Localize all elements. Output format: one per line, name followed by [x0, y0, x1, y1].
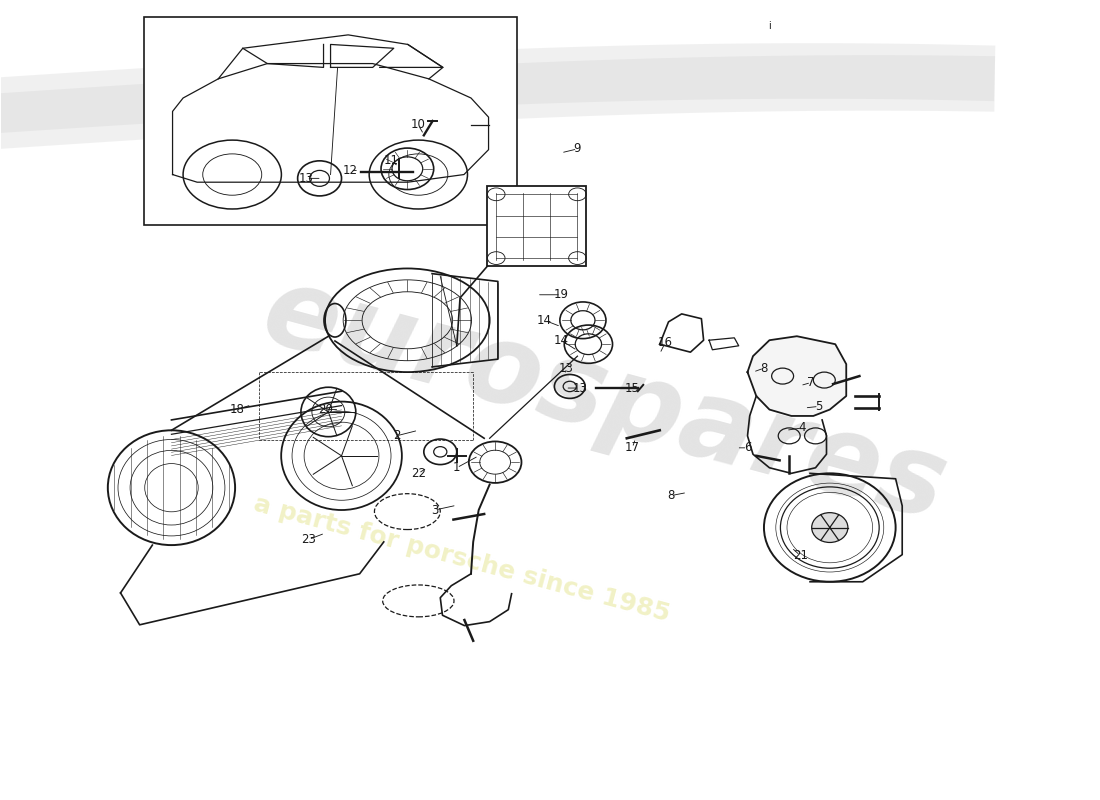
Text: 14: 14	[537, 314, 552, 326]
Text: 15: 15	[625, 382, 640, 394]
Text: 21: 21	[793, 549, 807, 562]
Text: 8: 8	[760, 362, 768, 374]
Text: i: i	[768, 22, 771, 31]
Text: 2: 2	[393, 430, 400, 442]
Text: eurospares: eurospares	[252, 258, 958, 542]
Text: 1: 1	[453, 462, 461, 474]
Text: 5: 5	[815, 400, 823, 413]
Text: 22: 22	[410, 467, 426, 480]
Text: 18: 18	[230, 403, 244, 416]
Text: a parts for porsche since 1985: a parts for porsche since 1985	[252, 492, 673, 626]
Text: 16: 16	[658, 336, 673, 349]
Text: 3: 3	[431, 503, 439, 517]
Ellipse shape	[812, 513, 848, 542]
Text: 13: 13	[559, 362, 574, 374]
Text: 19: 19	[553, 288, 569, 302]
Text: 23: 23	[301, 533, 316, 546]
Text: 13: 13	[572, 382, 587, 394]
Text: 17: 17	[625, 442, 640, 454]
Text: 7: 7	[807, 376, 815, 389]
Text: 14: 14	[553, 334, 569, 346]
Text: 11: 11	[384, 154, 398, 167]
Polygon shape	[710, 338, 739, 350]
Text: 4: 4	[799, 422, 806, 434]
Text: 10: 10	[411, 118, 426, 131]
Bar	[144, 18, 517, 225]
Text: 20: 20	[318, 403, 332, 416]
Text: 8: 8	[667, 489, 674, 502]
Text: 6: 6	[744, 442, 751, 454]
Text: 13: 13	[299, 172, 314, 185]
Text: 12: 12	[343, 164, 358, 177]
Text: 9: 9	[574, 142, 581, 155]
FancyBboxPatch shape	[487, 186, 586, 266]
Polygon shape	[748, 336, 846, 416]
